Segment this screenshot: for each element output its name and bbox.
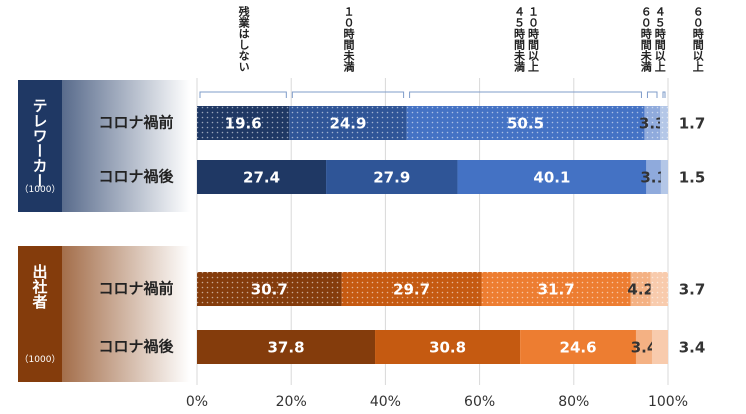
data-label: 30.7 (251, 281, 288, 299)
category-label: コロナ禍後 (98, 168, 174, 186)
series-header: １０時間以上４５時間未満 (512, 6, 540, 72)
bar-segment (326, 160, 458, 194)
bar-segment (635, 330, 652, 364)
data-label: 50.5 (507, 115, 544, 133)
series-header: ４５時間以上６０時間未満 (639, 6, 667, 72)
bar-segment (197, 330, 376, 364)
bar-segment (651, 330, 668, 364)
bar-texture (650, 272, 668, 306)
data-label: 40.1 (533, 169, 570, 187)
bar-texture (406, 106, 645, 140)
header-bracket (291, 91, 405, 98)
data-label: 24.9 (329, 115, 366, 133)
bar-texture (659, 106, 668, 140)
data-label: 19.6 (225, 115, 262, 133)
header-bracket (199, 91, 287, 98)
data-label: 3.3 (639, 115, 666, 133)
category-label: コロナ禍後 (98, 338, 174, 356)
data-label: 31.7 (538, 281, 575, 299)
bar-texture (341, 272, 482, 306)
data-label: 24.6 (560, 339, 597, 357)
group-label: 出社者 (30, 264, 49, 309)
data-label: 3.4 (679, 339, 706, 357)
bar-segment (197, 160, 327, 194)
x-tick-label: 80% (558, 394, 589, 410)
header-bracket (646, 91, 658, 98)
x-tick-label: 60% (464, 394, 495, 410)
x-tick-label: 40% (370, 394, 401, 410)
bar-texture (289, 106, 407, 140)
bar-segment (646, 160, 661, 194)
data-label: 3.7 (679, 281, 706, 299)
group-note: （1000） (19, 355, 61, 365)
x-tick-label: 20% (276, 394, 307, 410)
header-bracket (662, 91, 666, 98)
data-label: 30.8 (429, 339, 466, 357)
bar-texture (197, 272, 342, 306)
data-label: 27.4 (243, 169, 280, 187)
bar-texture (644, 106, 660, 140)
data-label: 29.7 (393, 281, 430, 299)
group-band (18, 246, 62, 382)
bar-segment (520, 330, 636, 364)
bar-segment (660, 160, 668, 194)
x-tick-label: 0% (186, 394, 208, 410)
group-label: テレワーカー (30, 98, 49, 188)
data-label: 27.9 (373, 169, 410, 187)
series-header: 残業はしない (237, 6, 251, 72)
data-label: 1.5 (679, 169, 706, 187)
data-label: 37.8 (268, 339, 305, 357)
bar-texture (481, 272, 631, 306)
group-note: （1000） (19, 185, 61, 195)
bar-texture (197, 106, 290, 140)
data-label: 1.7 (679, 115, 706, 133)
bar-segment (375, 330, 521, 364)
header-bracket (409, 91, 642, 98)
data-label: 3.4 (631, 339, 658, 357)
data-label: 3.1 (640, 169, 667, 187)
series-header: ６０時間以上 (691, 6, 705, 72)
bar-texture (630, 272, 651, 306)
bar-segment (457, 160, 647, 194)
data-label: 4.2 (627, 281, 654, 299)
category-label: コロナ禍前 (98, 280, 173, 298)
group-band (18, 80, 62, 212)
series-header: １０時間未満 (341, 6, 355, 72)
category-label: コロナ禍前 (98, 114, 173, 132)
x-tick-label: 100% (648, 394, 688, 410)
